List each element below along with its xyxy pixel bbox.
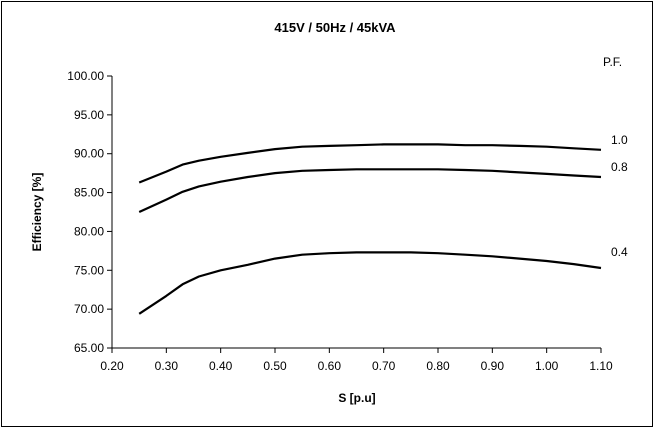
y-tick-label: 65.00 — [74, 341, 104, 355]
y-axis-title: Efficiency [%] — [30, 173, 44, 252]
x-tick-label: 0.70 — [372, 359, 396, 373]
x-tick-label: 0.40 — [209, 359, 233, 373]
y-tick-label: 80.00 — [74, 224, 104, 238]
y-tick-label: 100.00 — [67, 69, 104, 83]
x-tick-label: 0.60 — [318, 359, 342, 373]
chart-title: 415V / 50Hz / 45kVA — [274, 20, 396, 35]
x-tick-label: 1.10 — [589, 359, 613, 373]
x-tick-label: 0.90 — [481, 359, 505, 373]
series-label: 1.0 — [611, 133, 628, 147]
series-line-0-4 — [138, 251, 602, 315]
x-tick-label: 1.00 — [535, 359, 559, 373]
x-tick-label: 0.20 — [100, 359, 124, 373]
legend-title: P.F. — [603, 55, 622, 69]
series-label: 0.8 — [611, 160, 628, 174]
y-tick-label: 85.00 — [74, 186, 104, 200]
x-axis-title: S [p.u] — [338, 391, 375, 405]
x-tick-label: 0.30 — [155, 359, 179, 373]
y-tick-label: 95.00 — [74, 108, 104, 122]
x-tick-label: 0.50 — [263, 359, 287, 373]
y-tick-label: 90.00 — [74, 147, 104, 161]
series-line-1-0 — [138, 143, 602, 184]
series-label: 0.4 — [611, 245, 628, 259]
y-tick-label: 75.00 — [74, 263, 104, 277]
y-tick-label: 70.00 — [74, 302, 104, 316]
series-line-0-8 — [138, 168, 602, 214]
x-tick-label: 0.80 — [426, 359, 450, 373]
